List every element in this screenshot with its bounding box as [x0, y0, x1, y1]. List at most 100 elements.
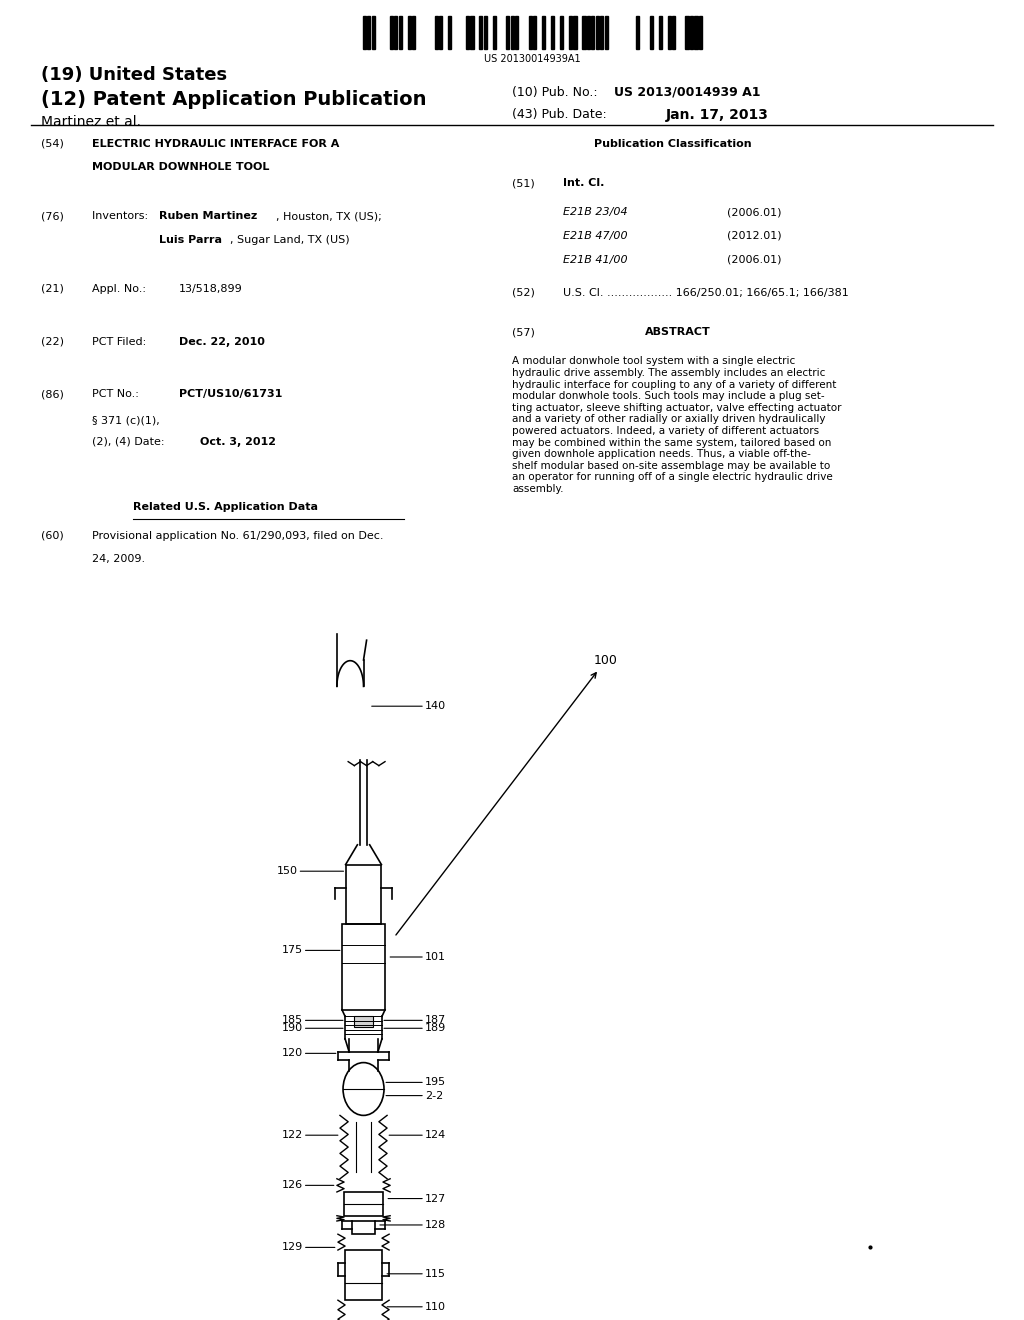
Text: A modular donwhole tool system with a single electric
hydraulic drive assembly. : A modular donwhole tool system with a si…	[512, 356, 842, 494]
Bar	[408, 16, 411, 49]
Bar	[511, 16, 514, 49]
Text: 122: 122	[282, 1130, 338, 1140]
Text: , Sugar Land, TX (US): , Sugar Land, TX (US)	[230, 235, 350, 246]
Text: Inventors:: Inventors:	[92, 211, 152, 222]
Bar	[605, 16, 608, 49]
Bar	[668, 16, 671, 49]
Text: (51): (51)	[512, 178, 535, 189]
Text: (21): (21)	[41, 284, 63, 294]
Text: 140: 140	[372, 701, 446, 711]
Bar	[372, 16, 375, 49]
Text: (2012.01): (2012.01)	[727, 231, 781, 242]
Bar	[342, 924, 385, 1010]
Text: , Houston, TX (US);: , Houston, TX (US);	[276, 211, 382, 222]
Text: ELECTRIC HYDRAULIC INTERFACE FOR A: ELECTRIC HYDRAULIC INTERFACE FOR A	[92, 139, 340, 149]
Text: 190: 190	[282, 1023, 343, 1034]
Text: U.S. Cl. .................. 166/250.01; 166/65.1; 166/381: U.S. Cl. .................. 166/250.01; …	[563, 288, 849, 298]
Text: (76): (76)	[41, 211, 63, 222]
Text: (12) Patent Application Publication: (12) Patent Application Publication	[41, 90, 426, 108]
Text: 128: 128	[380, 1220, 446, 1230]
Bar	[690, 16, 693, 49]
Text: 175: 175	[282, 945, 340, 956]
Text: PCT No.:: PCT No.:	[92, 389, 139, 400]
Text: (57): (57)	[512, 327, 535, 338]
Bar	[591, 16, 595, 49]
Text: § 371 (c)(1),: § 371 (c)(1),	[92, 416, 160, 426]
Bar	[344, 1192, 383, 1216]
Text: (2006.01): (2006.01)	[727, 255, 781, 265]
Text: 195: 195	[386, 1077, 446, 1088]
Text: (2006.01): (2006.01)	[727, 207, 781, 218]
Bar	[483, 16, 487, 49]
Text: 2-2: 2-2	[386, 1090, 443, 1101]
Bar	[362, 16, 366, 49]
Bar	[345, 865, 381, 924]
Bar	[596, 16, 599, 49]
Bar	[412, 16, 416, 49]
Text: Oct. 3, 2012: Oct. 3, 2012	[200, 437, 275, 447]
Text: 24, 2009.: 24, 2009.	[92, 554, 145, 565]
Bar	[534, 16, 537, 49]
Text: (43) Pub. Date:: (43) Pub. Date:	[512, 108, 607, 121]
Bar	[434, 16, 437, 49]
Text: Dec. 22, 2010: Dec. 22, 2010	[179, 337, 265, 347]
Text: Int. Cl.: Int. Cl.	[563, 178, 604, 189]
Text: 115: 115	[387, 1269, 446, 1279]
Bar	[479, 16, 482, 49]
Text: E21B 23/04: E21B 23/04	[563, 207, 628, 218]
Text: 13/518,899: 13/518,899	[179, 284, 243, 294]
Bar	[672, 16, 675, 49]
Text: Martinez et al.: Martinez et al.	[41, 115, 141, 129]
Text: (86): (86)	[41, 389, 63, 400]
Bar	[390, 16, 393, 49]
Bar	[439, 16, 442, 49]
Bar	[587, 16, 590, 49]
Bar	[583, 16, 586, 49]
Text: MODULAR DOWNHOLE TOOL: MODULAR DOWNHOLE TOOL	[92, 162, 269, 173]
Bar	[685, 16, 688, 49]
Bar	[398, 16, 401, 49]
Text: (19) United States: (19) United States	[41, 66, 227, 84]
Bar	[493, 16, 496, 49]
Text: 126: 126	[282, 1180, 334, 1191]
Text: Related U.S. Application Data: Related U.S. Application Data	[133, 502, 318, 512]
Bar	[470, 16, 473, 49]
Bar	[542, 16, 545, 49]
Bar	[352, 1221, 375, 1234]
Bar	[528, 16, 531, 49]
Text: (52): (52)	[512, 288, 535, 298]
Text: (54): (54)	[41, 139, 63, 149]
Bar	[694, 16, 697, 49]
Text: 101: 101	[390, 952, 446, 962]
Bar	[569, 16, 572, 49]
Text: 110: 110	[387, 1302, 446, 1312]
Bar	[698, 16, 702, 49]
Text: Luis Parra: Luis Parra	[159, 235, 222, 246]
Text: PCT Filed:: PCT Filed:	[92, 337, 146, 347]
Text: E21B 47/00: E21B 47/00	[563, 231, 628, 242]
Text: 129: 129	[282, 1242, 335, 1253]
Bar	[354, 1016, 373, 1027]
Bar	[368, 16, 371, 49]
Bar	[573, 16, 577, 49]
Text: (10) Pub. No.:: (10) Pub. No.:	[512, 86, 598, 99]
Text: (60): (60)	[41, 531, 63, 541]
Bar	[658, 16, 662, 49]
Text: ABSTRACT: ABSTRACT	[645, 327, 711, 338]
Text: Provisional application No. 61/290,093, filed on Dec.: Provisional application No. 61/290,093, …	[92, 531, 384, 541]
Text: E21B 41/00: E21B 41/00	[563, 255, 628, 265]
Bar	[515, 16, 518, 49]
Text: Publication Classification: Publication Classification	[594, 139, 752, 149]
Text: Jan. 17, 2013: Jan. 17, 2013	[666, 108, 768, 123]
Bar	[649, 16, 652, 49]
Text: Ruben Martinez: Ruben Martinez	[159, 211, 257, 222]
Text: PCT/US10/61731: PCT/US10/61731	[179, 389, 283, 400]
Bar	[449, 16, 452, 49]
Bar	[636, 16, 639, 49]
Bar	[560, 16, 563, 49]
Text: US 2013/0014939 A1: US 2013/0014939 A1	[614, 86, 761, 99]
Text: 185: 185	[282, 1015, 343, 1026]
Bar	[394, 16, 397, 49]
Text: (22): (22)	[41, 337, 63, 347]
Bar	[551, 16, 554, 49]
